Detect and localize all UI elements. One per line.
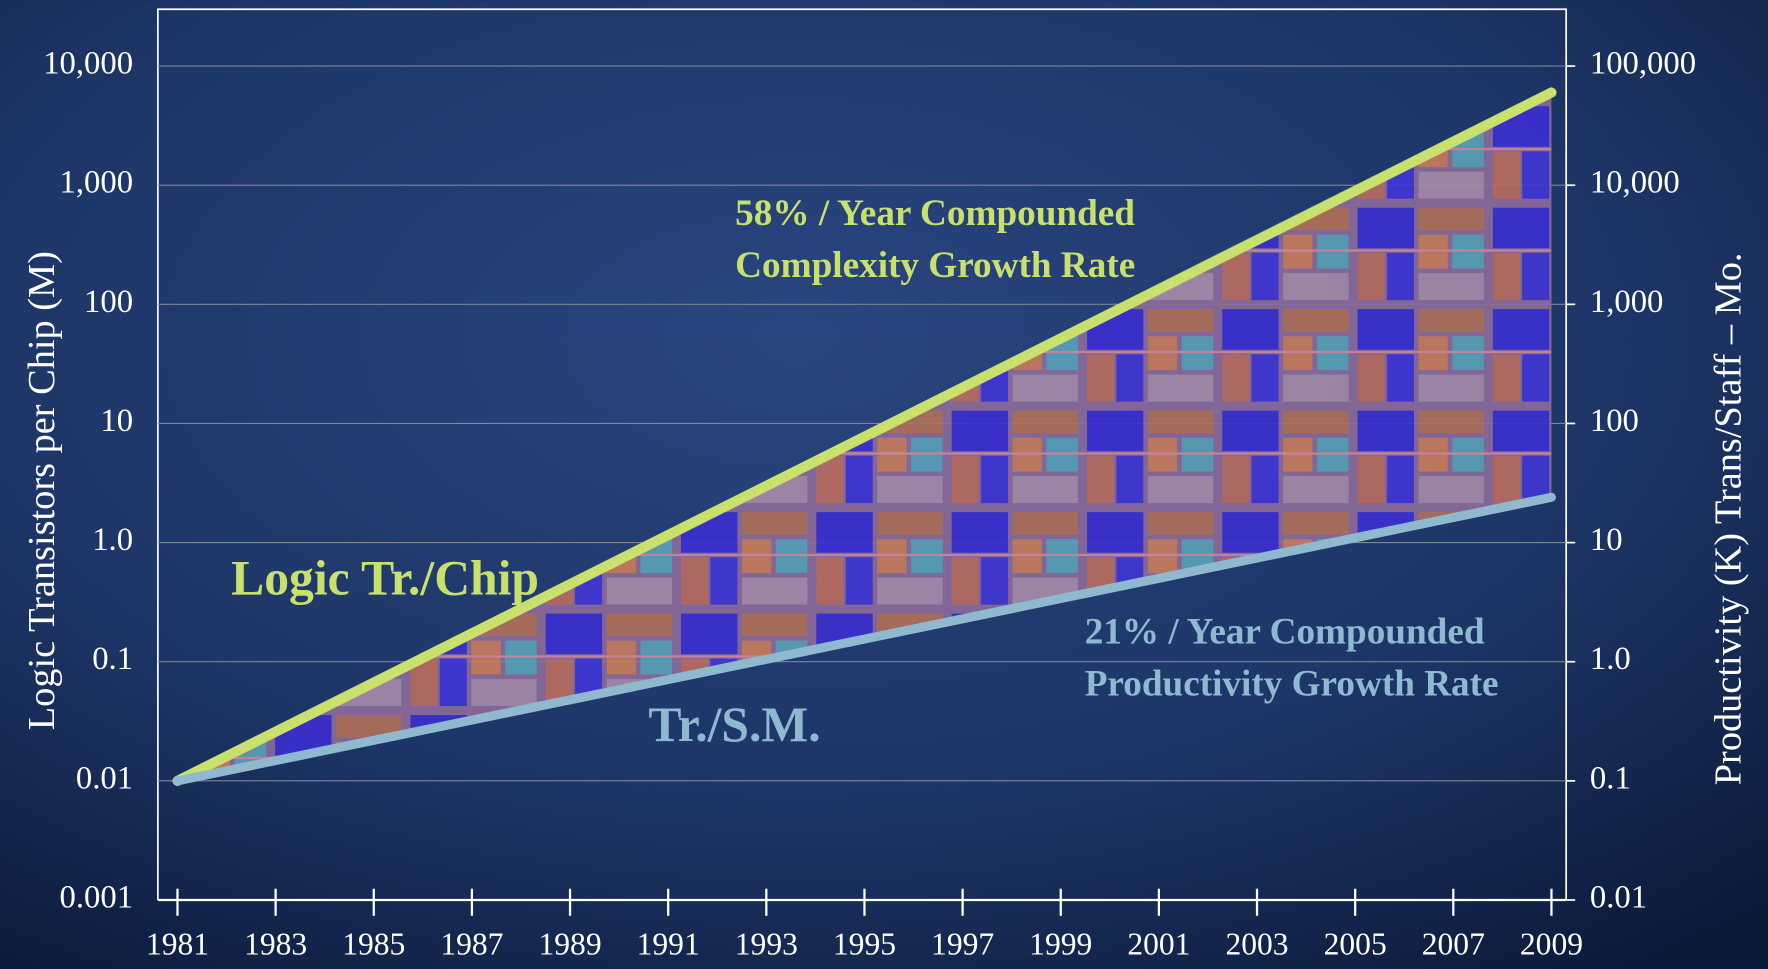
annotation: Productivity Growth Rate	[1085, 663, 1499, 704]
y2-tick-label: 100	[1590, 403, 1639, 439]
x-tick-label: 1983	[244, 927, 307, 962]
y2-tick-label: 0.01	[1590, 880, 1647, 916]
y-axis-label: Logic Transistors per Chip (M)	[21, 251, 63, 730]
y2-tick-label: 10,000	[1590, 165, 1680, 201]
y2-tick-label: 10	[1590, 522, 1623, 558]
y-tick-label: 0.01	[76, 760, 133, 796]
x-tick-label: 1995	[833, 927, 896, 962]
plot-frame	[157, 8, 1568, 901]
annotation: 21% / Year Compounded	[1085, 612, 1485, 653]
y2-tick-label: 1.0	[1590, 641, 1631, 677]
x-tick-label: 1987	[440, 927, 503, 962]
x-tick-label: 2009	[1520, 927, 1583, 962]
y-tick-label: 10	[100, 403, 133, 439]
y2-tick-label: 1,000	[1590, 284, 1664, 320]
x-tick-label: 1997	[931, 927, 994, 962]
x-tick-label: 1985	[342, 927, 405, 962]
x-tick-label: 2003	[1225, 927, 1288, 962]
x-tick-label: 1989	[538, 927, 601, 962]
x-tick-label: 1991	[637, 927, 700, 962]
x-tick-label: 2001	[1127, 927, 1190, 962]
x-tick-label: 1999	[1029, 927, 1092, 962]
x-tick-label: 1981	[146, 927, 209, 962]
y-tick-label: 0.1	[92, 641, 133, 677]
y-tick-label: 100	[84, 284, 133, 320]
y-tick-label: 0.001	[60, 880, 134, 916]
y2-axis-label: Productivity (K) Trans/Staff – Mo.	[1708, 253, 1750, 786]
series-label: Logic Tr./Chip	[231, 551, 539, 606]
x-tick-label: 2005	[1324, 927, 1387, 962]
series-label: Tr./S.M.	[648, 697, 820, 752]
series-line	[172, 492, 1556, 786]
annotation: Complexity Growth Rate	[735, 245, 1135, 286]
x-tick-label: 1993	[735, 927, 798, 962]
series-line	[172, 87, 1557, 786]
y-tick-label: 10,000	[43, 46, 133, 82]
y2-tick-label: 100,000	[1590, 46, 1696, 82]
y2-tick-label: 0.1	[1590, 760, 1631, 796]
y-tick-label: 1,000	[60, 165, 134, 201]
annotation: 58% / Year Compounded	[735, 193, 1135, 234]
y-tick-label: 1.0	[92, 522, 133, 558]
x-tick-label: 2007	[1422, 927, 1485, 962]
